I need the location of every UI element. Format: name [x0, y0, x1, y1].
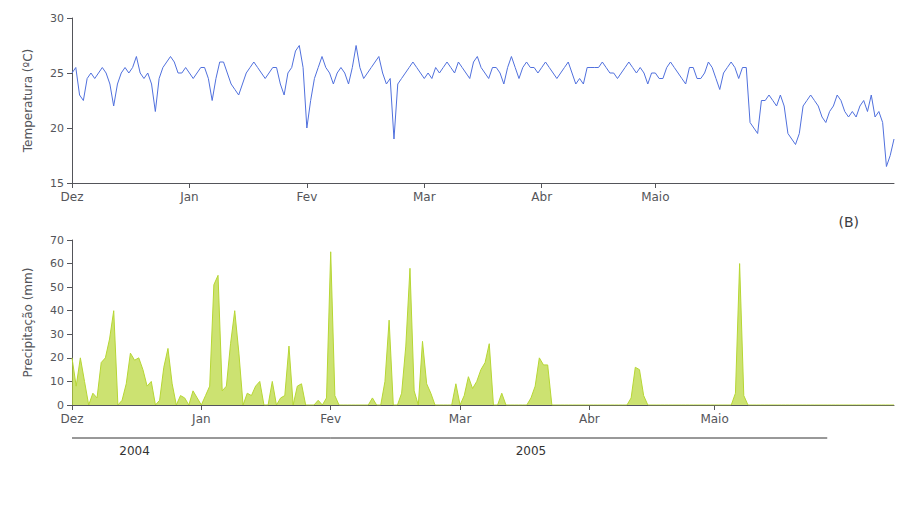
svg-text:0: 0	[57, 399, 64, 412]
svg-text:Abr: Abr	[579, 412, 600, 426]
svg-text:60: 60	[50, 257, 64, 270]
svg-text:Dez: Dez	[61, 190, 84, 204]
svg-text:50: 50	[50, 281, 64, 294]
svg-text:Jan: Jan	[191, 412, 211, 426]
svg-text:40: 40	[50, 304, 64, 317]
svg-text:70: 70	[50, 234, 64, 247]
svg-text:Mar: Mar	[413, 190, 436, 204]
svg-text:(B): (B)	[838, 214, 859, 230]
svg-text:Maio: Maio	[641, 190, 669, 204]
svg-text:30: 30	[50, 12, 64, 25]
svg-text:Abr: Abr	[531, 190, 552, 204]
svg-text:2004: 2004	[119, 444, 150, 458]
svg-text:Fev: Fev	[296, 190, 317, 204]
svg-text:Mar: Mar	[449, 412, 472, 426]
svg-text:2005: 2005	[516, 444, 547, 458]
svg-text:Fev: Fev	[320, 412, 341, 426]
svg-text:Precipitação (mm): Precipitação (mm)	[21, 268, 35, 378]
svg-text:15: 15	[50, 177, 64, 190]
svg-text:20: 20	[50, 122, 64, 135]
svg-text:Jan: Jan	[179, 190, 199, 204]
svg-text:25: 25	[50, 67, 64, 80]
svg-text:Dez: Dez	[61, 412, 84, 426]
svg-text:Maio: Maio	[700, 412, 728, 426]
svg-text:30: 30	[50, 328, 64, 341]
svg-text:Temperatura (ºC): Temperatura (ºC)	[21, 49, 35, 153]
svg-text:20: 20	[50, 351, 64, 364]
svg-text:10: 10	[50, 375, 64, 388]
